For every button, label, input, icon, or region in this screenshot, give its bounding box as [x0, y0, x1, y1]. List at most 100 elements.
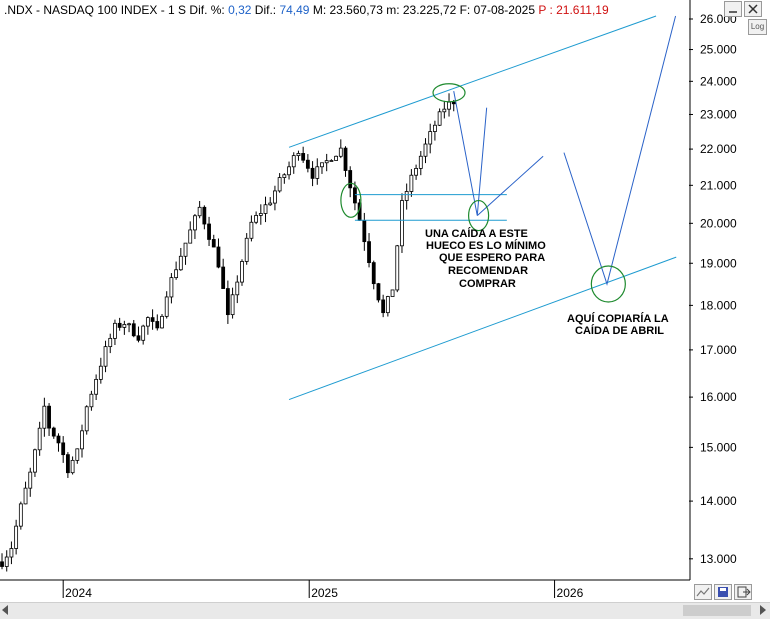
- candle-body: [447, 101, 451, 110]
- header-timeframe: 1 S: [168, 3, 187, 17]
- candle-body: [324, 160, 329, 164]
- drawings-layer: [288, 15, 677, 401]
- exit-button[interactable]: [734, 584, 752, 600]
- y-axis: 13.000 14.000 15.000 16.000 17.000 18.000 19.0…: [689, 12, 737, 566]
- projection-path-1: [453, 91, 488, 216]
- retrace-circle: [468, 199, 490, 232]
- candle-body: [428, 131, 433, 145]
- candle-body: [305, 159, 310, 169]
- candle-body: [216, 246, 221, 268]
- candle-body: [14, 525, 19, 549]
- close-button[interactable]: [744, 1, 762, 17]
- header-dif-value: 74,49: [279, 3, 310, 17]
- horizontal-scrollbar[interactable]: [0, 602, 770, 619]
- candle-body: [230, 294, 235, 316]
- candle-body: [320, 162, 324, 168]
- candle-body: [188, 229, 193, 244]
- candle-body: [18, 503, 23, 527]
- candle-body: [263, 204, 268, 214]
- candle-body: [84, 406, 89, 432]
- candle-body: [418, 155, 423, 169]
- projection-path-2: [476, 155, 544, 216]
- y-tick-label: 23.000: [700, 107, 737, 121]
- candle-body: [127, 323, 131, 326]
- x-tick-label: 2025: [311, 586, 338, 600]
- candle-body: [75, 448, 80, 461]
- note-buy-line-4: RECOMENDAR: [448, 265, 528, 277]
- candle-body: [433, 124, 437, 132]
- candle-body: [291, 155, 296, 168]
- candle-body: [108, 337, 113, 348]
- candle-body: [287, 166, 291, 176]
- candle-body: [277, 177, 282, 192]
- candle-body: [169, 277, 174, 298]
- scroll-thumb[interactable]: [683, 605, 751, 616]
- candle-body: [268, 202, 273, 206]
- save-button[interactable]: [714, 584, 732, 600]
- candle-body: [334, 155, 338, 161]
- candle-body: [122, 324, 127, 328]
- header-date-label: F:: [456, 3, 474, 17]
- candle-body: [193, 215, 197, 231]
- candle-body: [42, 405, 47, 429]
- candle-body: [329, 160, 334, 162]
- target-circle-top: [432, 83, 466, 103]
- header-dif-pct-value: 0,32: [228, 3, 252, 17]
- candle-body: [254, 215, 259, 223]
- note-buy-line-1: UNA CAÍDA A ESTE: [425, 227, 528, 240]
- header-dif-label: Dif.:: [251, 3, 280, 17]
- candle-body: [442, 108, 447, 113]
- candle-body: [70, 459, 75, 474]
- note-buy-line-2: HUECO ES LO MÍNIMO: [426, 239, 546, 252]
- channel-lower-line: [288, 256, 677, 401]
- scroll-left-arrow[interactable]: [2, 605, 8, 615]
- candle-body: [197, 206, 202, 217]
- candle-body: [376, 283, 381, 301]
- y-tick-label: 25.000: [700, 43, 737, 57]
- y-tick-label: 17.000: [700, 343, 737, 357]
- header-min-label: m:: [382, 3, 403, 17]
- scroll-right-arrow[interactable]: [760, 605, 766, 615]
- candle-body: [207, 223, 211, 240]
- candle-body: [113, 322, 117, 339]
- y-tick-label: 13.000: [700, 552, 737, 566]
- candle-body: [348, 170, 353, 189]
- minimize-button[interactable]: [724, 1, 742, 17]
- exit-icon: [737, 586, 751, 598]
- candle-body: [371, 262, 376, 285]
- candle-body: [202, 206, 207, 225]
- log-scale-button[interactable]: Log: [748, 19, 767, 35]
- candle-body: [404, 191, 409, 201]
- chart-type-button[interactable]: [694, 584, 712, 600]
- candle-body: [249, 221, 254, 239]
- note-buy-line-3: QUE ESPERO PARA: [439, 252, 545, 264]
- candle-body: [273, 190, 277, 204]
- candle-body: [37, 427, 42, 451]
- candle-body: [451, 101, 456, 105]
- candle-body: [9, 548, 14, 558]
- candle-body: [282, 174, 287, 178]
- gap-circle: [340, 182, 362, 218]
- y-tick-label: 19.000: [700, 256, 737, 270]
- candle-body: [136, 335, 141, 341]
- close-icon: [748, 4, 758, 14]
- header-min-value: 23.225,72: [402, 3, 457, 17]
- candle-body: [23, 487, 28, 505]
- candle-body: [0, 561, 4, 567]
- y-tick-label: 18.000: [700, 298, 737, 312]
- candle-body: [80, 430, 84, 450]
- candle-body: [310, 167, 315, 179]
- save-icon: [718, 587, 728, 597]
- note-april-line-2: CAÍDA DE ABRIL: [575, 324, 664, 337]
- candle-body: [390, 289, 395, 297]
- candle-body: [89, 393, 94, 408]
- candle-body: [240, 261, 244, 283]
- candle-body: [244, 237, 249, 262]
- candle-body: [47, 405, 51, 429]
- candle-body: [296, 153, 301, 157]
- projection-path-3: [563, 15, 677, 286]
- candle-body: [117, 322, 122, 328]
- candle-body: [385, 296, 390, 314]
